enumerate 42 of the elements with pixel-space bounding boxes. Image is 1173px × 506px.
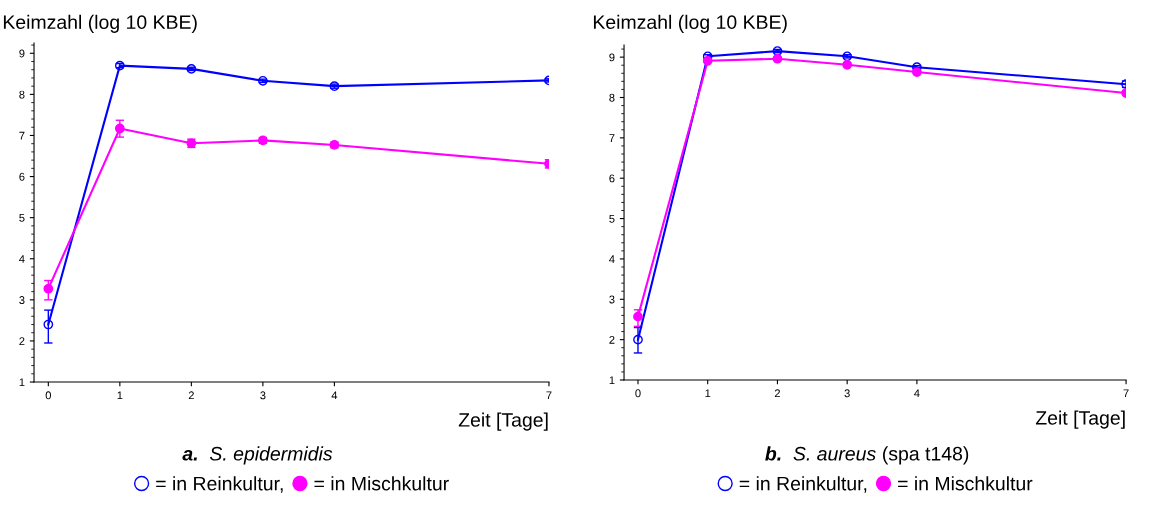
y-tick-label: 9 [19, 49, 25, 58]
y-tick-label: 2 [19, 337, 25, 345]
x-tick-label: 0 [45, 391, 51, 400]
y-tick-label: 5 [19, 214, 25, 222]
x-tick-label: 2 [774, 389, 780, 398]
y-axis-title: Keimzahl (log 10 KBE) [593, 14, 787, 33]
y-tick-label: 2 [609, 335, 615, 344]
y-tick-label: 1 [19, 378, 25, 387]
x-tick-label: 1 [705, 389, 711, 398]
text: b. [765, 446, 781, 461]
legend-label: = in Reinkultur, [739, 476, 867, 493]
y-tick-label: 5 [609, 214, 615, 223]
x-tick-label: 3 [260, 391, 266, 400]
x-tick-label: 1 [117, 391, 123, 400]
y-tick-label: 8 [19, 90, 25, 99]
y-tick-label: 8 [609, 93, 615, 102]
y-tick-label: 7 [19, 131, 25, 140]
x-tick-label: 2 [188, 391, 194, 400]
y-tick-label: 1 [609, 376, 615, 385]
x-tick-label: 0 [635, 389, 641, 398]
y-axis-title: Keimzahl (log 10 KBE) [3, 14, 197, 33]
text: S. aureus (spa t148) [793, 446, 969, 465]
text: S. epidermidis [209, 446, 333, 465]
y-tick-label: 3 [609, 295, 615, 304]
x-axis-title: Zeit [Tage] [458, 412, 548, 431]
y-tick-label: 9 [609, 53, 615, 62]
x-axis-title: Zeit [Tage] [1035, 410, 1125, 429]
y-tick-label: 4 [609, 255, 615, 263]
y-tick-label: 6 [19, 172, 25, 181]
y-tick-label: 3 [19, 296, 25, 304]
x-tick-label: 7 [1123, 389, 1129, 398]
legend-label: = in Mischkultur [314, 476, 449, 491]
y-tick-label: 4 [19, 255, 25, 263]
x-tick-label: 4 [331, 391, 338, 400]
text: a. [182, 449, 197, 461]
x-tick-label: 4 [914, 389, 920, 398]
legend-label: = in Reinkultur, [156, 476, 283, 493]
y-tick-label: 7 [609, 134, 615, 142]
legend-label: = in Mischkultur [898, 476, 1033, 491]
x-tick-label: 3 [844, 389, 850, 398]
y-tick-label: 6 [609, 174, 615, 183]
x-tick-label: 7 [546, 391, 552, 400]
